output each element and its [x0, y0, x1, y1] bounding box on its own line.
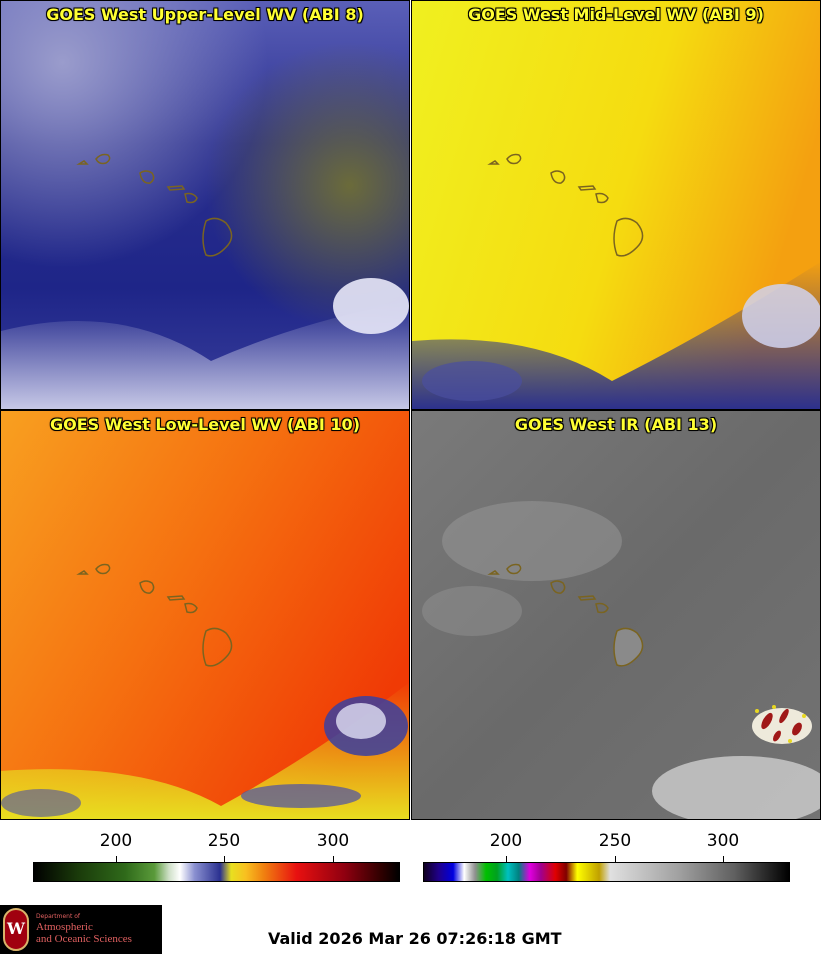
valid-time: Valid 2026 Mar 26 07:26:18 GMT: [268, 929, 562, 948]
colorbar-tick-label: 200: [489, 831, 523, 851]
panel-upper-level-wv: GOES West Upper-Level WV (ABI 8): [0, 0, 410, 410]
logo-line-3: and Oceanic Sciences: [36, 933, 132, 945]
cold-cloud-tops: [761, 708, 802, 742]
hawaii-islands-outline: [487, 563, 644, 667]
hawaii-islands-outline: [76, 153, 233, 257]
low-level-wv-image: [1, 411, 409, 819]
panel-title: GOES West Mid-Level WV (ABI 9): [468, 5, 764, 24]
uw-seal-icon: W: [3, 908, 29, 951]
panel-title: GOES West Low-Level WV (ABI 10): [49, 415, 360, 434]
aos-logo: W Department of Atmospheric and Oceanic …: [0, 905, 162, 954]
wv-colorbar: [33, 862, 400, 882]
panel-low-level-wv: GOES West Low-Level WV (ABI 10): [0, 410, 410, 820]
upper-level-wv-image: [1, 1, 409, 409]
panel-mid-level-wv: GOES West Mid-Level WV (ABI 9): [411, 0, 821, 410]
seal-letter: W: [7, 919, 25, 938]
cloud-highlights: [755, 705, 806, 743]
colorbar-tick-label: 250: [598, 831, 632, 851]
panel-title: GOES West IR (ABI 13): [514, 415, 718, 434]
colorbar-tick-label: 300: [316, 831, 350, 851]
logo-line-2: Atmospheric: [36, 921, 93, 933]
ir-image: [412, 411, 820, 819]
ir-colorbar: [423, 862, 790, 882]
hawaii-islands-outline: [76, 563, 233, 667]
panel-ir: GOES West IR (ABI 13): [411, 410, 821, 820]
colorbar-tick-label: 200: [99, 831, 133, 851]
panel-title: GOES West Upper-Level WV (ABI 8): [46, 5, 364, 24]
colorbar-tick-label: 250: [207, 831, 241, 851]
hawaii-islands-outline: [487, 153, 644, 257]
colorbar-tick-label: 300: [706, 831, 740, 851]
logo-line-1: Department of: [36, 913, 80, 920]
mid-level-wv-image: [412, 1, 820, 409]
